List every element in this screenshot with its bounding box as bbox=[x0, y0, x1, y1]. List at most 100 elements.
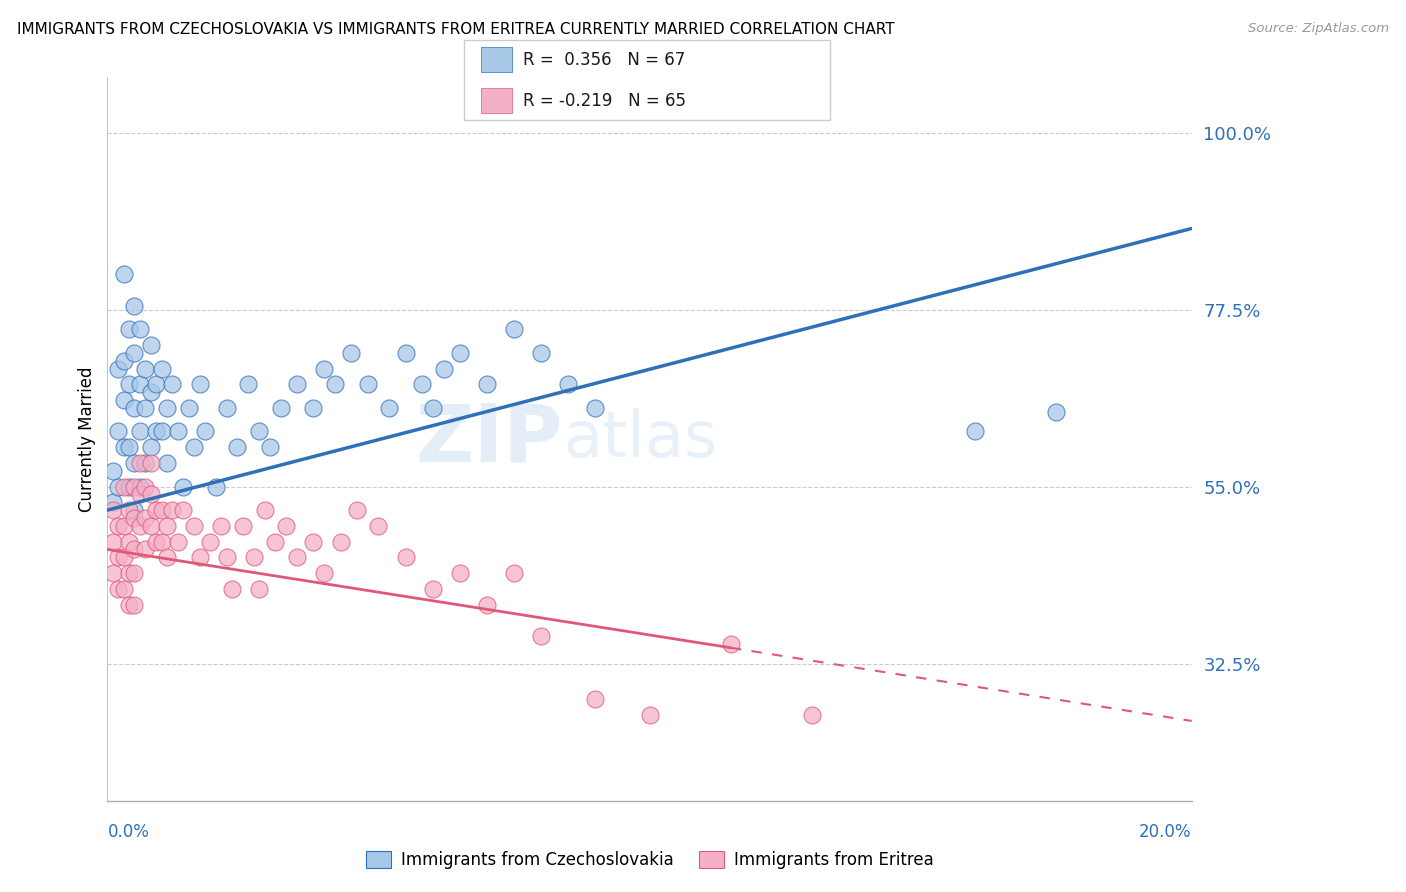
Point bbox=[107, 425, 129, 439]
Text: 0.0%: 0.0% bbox=[107, 823, 149, 841]
Point bbox=[238, 377, 260, 392]
Point bbox=[150, 425, 173, 439]
Point bbox=[253, 503, 276, 517]
Point bbox=[156, 401, 179, 415]
Point bbox=[118, 479, 141, 493]
Point bbox=[156, 456, 179, 470]
Point bbox=[638, 707, 661, 722]
Point bbox=[356, 377, 378, 392]
Point bbox=[107, 361, 129, 376]
Point bbox=[150, 361, 173, 376]
Point bbox=[449, 345, 471, 359]
Point bbox=[194, 425, 217, 439]
Point bbox=[118, 503, 141, 517]
Point bbox=[394, 550, 416, 565]
Point bbox=[118, 566, 141, 580]
Point bbox=[112, 479, 135, 493]
Text: IMMIGRANTS FROM CZECHOSLOVAKIA VS IMMIGRANTS FROM ERITREA CURRENTLY MARRIED CORR: IMMIGRANTS FROM CZECHOSLOVAKIA VS IMMIGR… bbox=[17, 22, 894, 37]
Point bbox=[259, 440, 281, 454]
Point bbox=[276, 519, 298, 533]
Point bbox=[139, 519, 162, 533]
Point bbox=[134, 401, 156, 415]
Point bbox=[167, 534, 190, 549]
Point bbox=[124, 566, 146, 580]
Text: R = -0.219   N = 65: R = -0.219 N = 65 bbox=[523, 92, 686, 110]
Point bbox=[150, 534, 173, 549]
Point bbox=[188, 377, 211, 392]
Point bbox=[124, 598, 146, 612]
Point bbox=[314, 566, 336, 580]
Point bbox=[720, 637, 742, 651]
Point bbox=[221, 582, 243, 596]
Point bbox=[302, 534, 325, 549]
Text: atlas: atlas bbox=[562, 409, 717, 470]
Point bbox=[323, 377, 346, 392]
Point bbox=[124, 511, 146, 525]
Point bbox=[107, 519, 129, 533]
Text: 20.0%: 20.0% bbox=[1139, 823, 1192, 841]
Point bbox=[112, 267, 135, 281]
Point bbox=[314, 361, 336, 376]
Point bbox=[129, 425, 152, 439]
Point bbox=[394, 345, 416, 359]
Point bbox=[139, 440, 162, 454]
Point bbox=[118, 534, 141, 549]
Point bbox=[801, 707, 824, 722]
Point bbox=[107, 550, 129, 565]
Point bbox=[557, 377, 579, 392]
Point bbox=[107, 479, 129, 493]
Point bbox=[118, 440, 141, 454]
Point bbox=[432, 361, 454, 376]
Point bbox=[475, 598, 498, 612]
Point bbox=[101, 566, 124, 580]
Point bbox=[139, 487, 162, 501]
Point bbox=[188, 550, 211, 565]
Point bbox=[145, 425, 167, 439]
Point bbox=[129, 322, 152, 336]
Point bbox=[145, 377, 167, 392]
Point bbox=[963, 425, 986, 439]
Point bbox=[112, 550, 135, 565]
Point bbox=[139, 338, 162, 352]
Point bbox=[129, 487, 152, 501]
Point bbox=[226, 440, 249, 454]
Point bbox=[503, 566, 526, 580]
Point bbox=[285, 550, 308, 565]
Point bbox=[183, 440, 205, 454]
Point bbox=[101, 534, 124, 549]
Point bbox=[232, 519, 254, 533]
Point bbox=[378, 401, 401, 415]
Point bbox=[329, 534, 352, 549]
Point bbox=[124, 503, 146, 517]
Point bbox=[247, 425, 270, 439]
Point bbox=[129, 519, 152, 533]
Text: ZIP: ZIP bbox=[416, 401, 562, 478]
Point bbox=[150, 503, 173, 517]
Point bbox=[475, 377, 498, 392]
Point bbox=[134, 542, 156, 557]
Point bbox=[583, 401, 606, 415]
Point bbox=[215, 550, 238, 565]
Point bbox=[124, 456, 146, 470]
Point bbox=[167, 425, 190, 439]
Point bbox=[340, 345, 363, 359]
Point bbox=[247, 582, 270, 596]
Point bbox=[134, 479, 156, 493]
Point bbox=[118, 322, 141, 336]
Point bbox=[530, 345, 553, 359]
Point bbox=[112, 582, 135, 596]
Point bbox=[134, 456, 156, 470]
Point bbox=[172, 503, 194, 517]
Text: Source: ZipAtlas.com: Source: ZipAtlas.com bbox=[1249, 22, 1389, 36]
Point bbox=[200, 534, 222, 549]
Point bbox=[112, 440, 135, 454]
Point bbox=[270, 401, 292, 415]
Point bbox=[449, 566, 471, 580]
Point bbox=[118, 598, 141, 612]
Point bbox=[583, 692, 606, 706]
Point bbox=[139, 456, 162, 470]
Point bbox=[242, 550, 264, 565]
Point bbox=[264, 534, 287, 549]
Point bbox=[209, 519, 232, 533]
Point bbox=[124, 345, 146, 359]
